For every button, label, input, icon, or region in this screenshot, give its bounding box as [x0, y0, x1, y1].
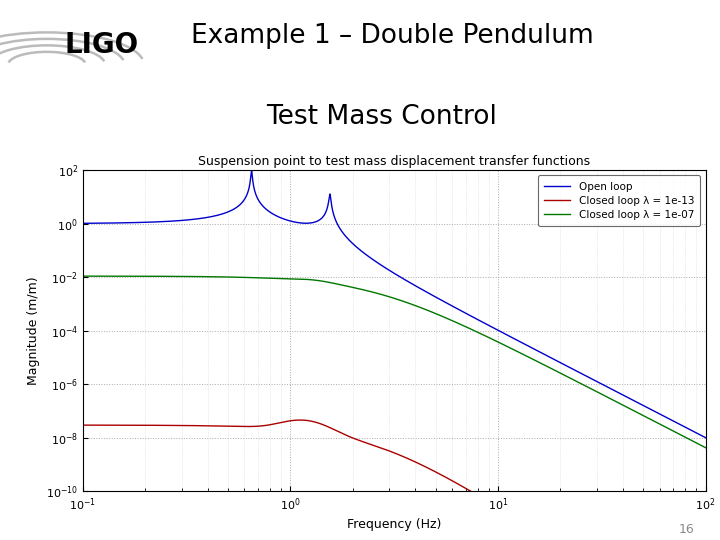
Closed loop λ = 1e-07 — [573, 379, 582, 385]
Closed loop λ = 1e-13 — [296, 417, 305, 423]
Open loop — [701, 435, 710, 441]
Open loop — [109, 220, 118, 226]
Text: Test Mass Control: Test Mass Control — [266, 104, 498, 130]
Legend: Open loop, Closed loop λ = 1e-13, Closed loop λ = 1e-07: Open loop, Closed loop λ = 1e-13, Closed… — [538, 176, 701, 226]
Closed loop λ = 1e-07 — [78, 273, 87, 279]
Text: LIGO: LIGO — [65, 31, 139, 59]
Closed loop λ = 1e-13 — [447, 477, 456, 483]
Closed loop λ = 1e-07 — [701, 444, 710, 451]
Closed loop λ = 1e-13 — [540, 533, 549, 539]
Open loop — [78, 220, 87, 227]
Open loop — [474, 317, 483, 323]
Closed loop λ = 1e-13 — [304, 417, 312, 424]
Open loop — [304, 220, 312, 226]
Y-axis label: Magnitude (m/m): Magnitude (m/m) — [27, 276, 40, 385]
Closed loop λ = 1e-13 — [474, 492, 483, 499]
Closed loop λ = 1e-13 — [109, 422, 118, 428]
Title: Suspension point to test mass displacement transfer functions: Suspension point to test mass displaceme… — [198, 154, 590, 167]
Open loop — [574, 368, 582, 375]
Line: Closed loop λ = 1e-13: Closed loop λ = 1e-13 — [83, 420, 706, 540]
Text: 16: 16 — [679, 523, 695, 536]
Line: Open loop: Open loop — [83, 171, 706, 438]
Line: Closed loop λ = 1e-07: Closed loop λ = 1e-07 — [83, 276, 706, 448]
Closed loop λ = 1e-07 — [447, 317, 456, 323]
Open loop — [247, 167, 256, 174]
Text: Example 1 – Double Pendulum: Example 1 – Double Pendulum — [191, 23, 593, 49]
Open loop — [540, 351, 549, 357]
Closed loop λ = 1e-07 — [474, 329, 483, 336]
Closed loop λ = 1e-07 — [540, 362, 549, 368]
Closed loop λ = 1e-07 — [304, 276, 312, 283]
X-axis label: Frequency (Hz): Frequency (Hz) — [347, 518, 441, 531]
Closed loop λ = 1e-07 — [109, 273, 118, 279]
Open loop — [447, 302, 456, 309]
Closed loop λ = 1e-13 — [78, 422, 87, 428]
